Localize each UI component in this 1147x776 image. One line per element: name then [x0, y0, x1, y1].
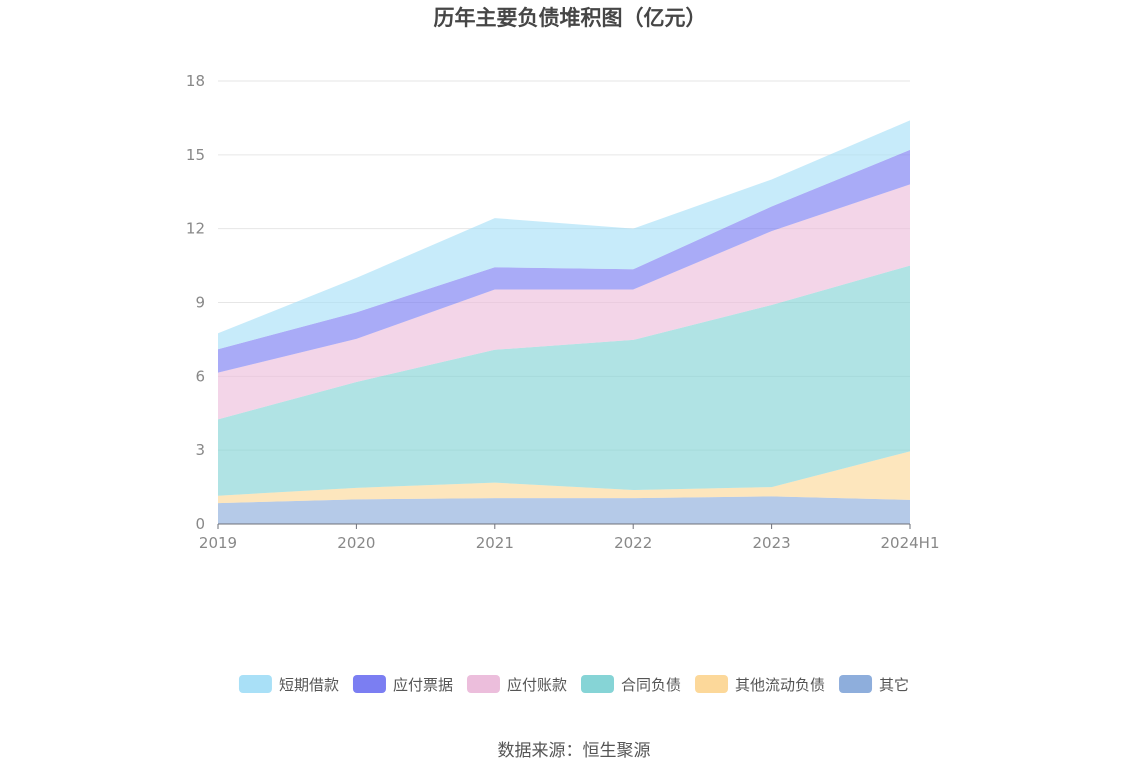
legend-item[interactable]: 应付账款: [466, 675, 567, 694]
legend-swatch: [238, 675, 272, 693]
x-tick-label: 2024H1: [881, 534, 940, 552]
y-tick-label: 15: [186, 146, 205, 164]
legend-item[interactable]: 短期借款: [238, 675, 339, 694]
area-1[interactable]: [218, 451, 910, 504]
area-2[interactable]: [218, 265, 910, 496]
x-tick-label: 2022: [614, 534, 652, 552]
area-4[interactable]: [218, 149, 910, 373]
legend-item[interactable]: 其它: [839, 675, 909, 694]
legend-swatch: [466, 675, 500, 693]
x-tick-label: 2019: [199, 534, 237, 552]
x-tick-label: 2021: [476, 534, 514, 552]
y-tick-label: 6: [195, 367, 205, 385]
legend-label: 其他流动负债: [735, 676, 825, 694]
y-tick-label: 3: [195, 441, 205, 459]
legend-label: 合同负债: [621, 676, 681, 694]
legend-label: 应付账款: [507, 676, 567, 694]
axes: 0 3 6 9 12 15 18 2019 2020 2021 2022 2023 2024H1: [186, 72, 940, 552]
y-tick-label: 12: [186, 220, 205, 238]
area-3[interactable]: [218, 184, 910, 420]
y-tick-label: 18: [186, 72, 205, 90]
data-source: 数据来源：恒生聚源: [498, 741, 651, 761]
legend-label: 其它: [879, 676, 909, 694]
legend-label: 应付票据: [393, 676, 453, 694]
legend-swatch: [581, 675, 614, 693]
y-tick-label: 9: [195, 294, 205, 312]
area-0[interactable]: [218, 496, 910, 524]
legend-item[interactable]: 合同负债: [581, 675, 681, 694]
x-tick-label: 2020: [337, 534, 375, 552]
x-tick-label: 2023: [753, 534, 791, 552]
y-tick-label: 0: [195, 515, 205, 533]
legend-item[interactable]: 其他流动负债: [695, 675, 825, 694]
legend-swatch: [352, 675, 386, 693]
legend-item[interactable]: 应付票据: [352, 675, 453, 694]
chart-title: 历年主要负债堆积图（亿元）: [434, 6, 707, 30]
legend-swatch: [839, 675, 873, 693]
area-5[interactable]: [218, 120, 910, 350]
legend-label: 短期借款: [279, 676, 339, 694]
area-series: [218, 120, 910, 524]
legend[interactable]: 短期借款 应付票据 应付账款 合同负债 其他流动负债 其它: [238, 675, 909, 694]
legend-swatch: [695, 675, 729, 693]
